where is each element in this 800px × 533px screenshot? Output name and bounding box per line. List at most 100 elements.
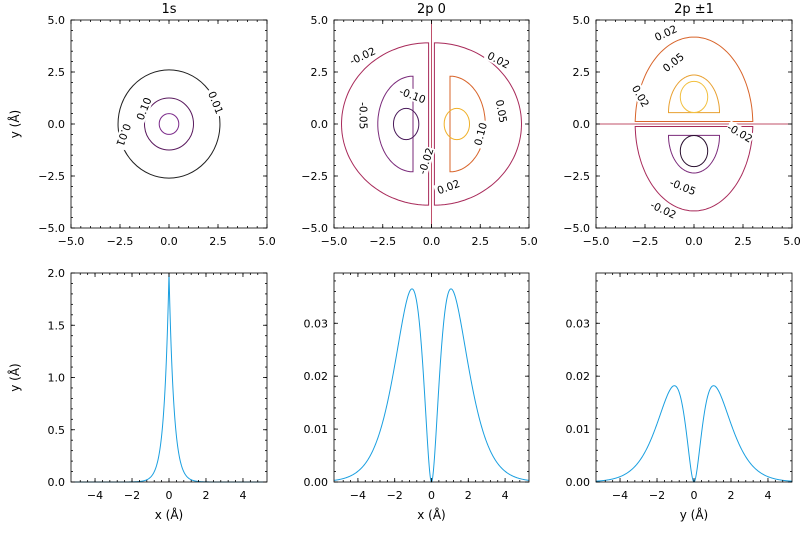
x-axis-label: x (Å) [155,507,184,522]
y-tick-label: 5.0 [573,14,591,27]
y-tick-label: 2.5 [48,66,66,79]
contour-lines: 0.10 0.010.01 [113,69,227,179]
x-tick-label: 5.0 [520,235,538,248]
y-tick-label: 0.00 [566,476,591,489]
line-panel-1: y (Å) x (Å) −4 −2 0 2 4 0.0 0.5 1.0 1.5 2.0 [7,267,268,522]
x-tick-label: −5.0 [583,235,610,248]
contour-label-bg [113,119,135,151]
x-tick-label: 2.5 [209,235,227,248]
contour-label: 0.02 [650,21,681,45]
contour-label-bg [132,93,155,124]
x-tick-label: −2.5 [369,235,396,248]
contour-0-01 [117,69,221,179]
y-tick-label: 1.5 [48,319,66,332]
contour-label-text: -0.05 [356,102,368,129]
y-axis-label: y (Å) [7,363,22,392]
contour-label: 0.01 [113,119,135,151]
y-tick-label: 2.5 [573,66,591,79]
contour--0-05 [668,134,720,174]
contour-label-bg [415,145,436,176]
x-tick-label: −5.0 [58,235,85,248]
x-tick-label: 4 [239,489,246,502]
contour-label-text: -0.02 [417,146,437,176]
x-tick-label: 4 [502,489,509,502]
x-tick-label: 0.0 [160,235,178,248]
x-tick-label: 2.5 [734,235,752,248]
line-panel-2: x (Å) −4 −2 0 2 4 0.00 0.01 0.02 0.03 [304,272,530,522]
y-tick-label: 0.00 [304,476,329,489]
contour-label: -0.02 [415,145,437,176]
contour-label: 0.02 [433,176,464,198]
x-tick-label: 0.0 [423,235,441,248]
contour-label-text: -0.10 [398,86,428,107]
contour-label: -0.05 [356,101,370,130]
x-tick-label: −2 [124,489,140,502]
contour-label-text: 0.10 [135,96,155,122]
contour-label: 0.01 [205,87,227,118]
contour-label-text: -0.02 [348,45,378,67]
contour-inner [158,113,180,135]
x-tick-label: 0 [166,489,173,502]
contour-label: 0.05 [493,96,511,127]
x-tick-label: −4 [350,489,366,502]
contour-0-02 [634,36,754,122]
x-tick-label: −2.5 [107,235,134,248]
contour-label-bg [650,21,681,45]
x-tick-label: 2.5 [472,235,490,248]
y-tick-label: 5.0 [311,14,329,27]
contour-label-text: -0.05 [668,177,698,198]
x-axis-label: x (Å) [417,507,446,522]
x-tick-label: −2.5 [632,235,659,248]
contour-label-bg [433,176,464,198]
contour-label: -0.02 [347,44,378,68]
contour-label-bg [658,48,688,76]
contour-label-text: -0.02 [725,122,755,146]
contour-lines: -0.02 0.02-0.10-0.05 0.050.10-0.020.02 [340,20,523,228]
contour-label-bg [397,84,428,106]
contour-label-text: 0.02 [436,178,462,197]
y-tick-label: 0.0 [48,118,66,131]
y-tick-label: 0.01 [566,423,591,436]
x-tick-label: −4 [612,489,628,502]
contour-label-bg [724,120,756,145]
contour-inner [679,134,709,168]
y-tick-label: −5.0 [301,222,328,235]
y-tick-label: −5.0 [563,222,590,235]
series-line [333,288,530,483]
contour-label-text: 0.05 [493,99,509,124]
x-axis-label: y (Å) [680,507,709,522]
y-tick-label: 0.0 [48,476,66,489]
x-tick-label: 0 [428,489,435,502]
contour-inner [679,80,709,114]
contour--0-10 [392,107,420,141]
contour-label-bg [357,101,370,130]
contour--0-02 [634,126,754,212]
panel-title: 2p 0 [417,2,446,17]
series-line [71,272,267,483]
y-tick-label: −5.0 [38,222,65,235]
contour-0-10 [144,97,194,151]
plot-frame [70,272,268,483]
x-tick-label: 0.0 [685,235,703,248]
y-tick-label: 0.0 [573,118,591,131]
y-tick-label: 2.0 [48,267,66,280]
contour-label-bg [347,44,378,67]
x-tick-label: 5.0 [258,235,276,248]
contour-label-text: -0.02 [648,199,678,221]
y-tick-label: 0.5 [48,424,66,437]
contour-label-bg [667,175,699,198]
x-tick-label: −4 [87,489,103,502]
y-axis-label: y (Å) [7,110,22,139]
contour-label-text: 0.01 [113,122,132,148]
plot-frame [70,19,268,229]
y-tick-label: 1.0 [48,372,66,385]
y-tick-label: 0.03 [304,317,329,330]
plot-frame [595,272,793,483]
y-tick-label: 2.5 [311,66,329,79]
y-tick-label: 0.02 [566,370,591,383]
x-tick-label: 0 [691,489,698,502]
y-tick-label: 0.02 [304,370,329,383]
y-tick-label: −2.5 [38,170,65,183]
plot-frame [333,272,530,483]
